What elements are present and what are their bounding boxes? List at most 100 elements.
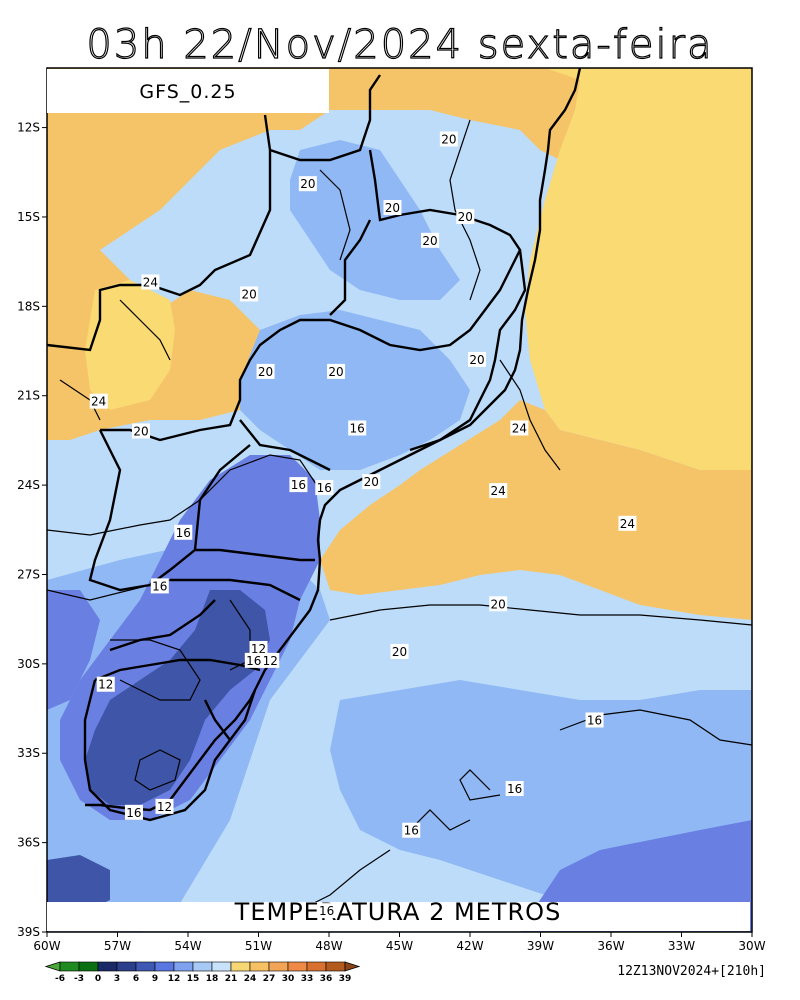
- contour-label: 24: [618, 515, 637, 531]
- contour-label: 16: [174, 524, 193, 540]
- contour-label: 24: [489, 483, 508, 499]
- colorbar-tick-label: 21: [225, 974, 238, 984]
- svg-text:20: 20: [458, 210, 473, 224]
- contour-label: 12: [155, 798, 174, 814]
- svg-text:20: 20: [469, 353, 484, 367]
- svg-text:24: 24: [491, 484, 506, 498]
- contour-label: 20: [439, 131, 458, 147]
- svg-text:12: 12: [263, 654, 278, 668]
- variable-title: TEMPERATURA 2 METROS: [234, 898, 562, 926]
- lat-tick-label: 15S: [17, 210, 40, 224]
- lon-tick-label: 57W: [104, 939, 131, 953]
- colorbar-tick-label: 33: [301, 974, 314, 984]
- lon-tick-label: 48W: [315, 939, 342, 953]
- svg-text:20: 20: [422, 234, 437, 248]
- colorbar-segment: [325, 961, 346, 972]
- svg-text:16: 16: [176, 526, 191, 540]
- lon-tick-label: 30W: [738, 939, 765, 953]
- svg-text:16: 16: [152, 579, 167, 593]
- colorbar-segment: [192, 961, 213, 972]
- colorbar-tick-label: 27: [263, 974, 276, 984]
- contour-label: 24: [89, 393, 108, 409]
- lon-tick-label: 33W: [668, 939, 695, 953]
- temperature-field: [47, 68, 752, 932]
- svg-text:20: 20: [441, 133, 456, 147]
- lon-tick-label: 51W: [245, 939, 272, 953]
- svg-text:20: 20: [258, 365, 273, 379]
- colorbar-tick-label: 39: [339, 974, 352, 984]
- contour-label: 20: [298, 176, 317, 192]
- lat-tick-label: 24S: [17, 478, 40, 492]
- colorbar-segment: [287, 961, 308, 972]
- svg-text:20: 20: [328, 365, 343, 379]
- colorbar-segment: [97, 961, 118, 972]
- svg-text:24: 24: [620, 517, 635, 531]
- colorbar-segment: [268, 961, 289, 972]
- lat-tick-label: 27S: [17, 567, 40, 581]
- lat-tick-label: 33S: [17, 746, 40, 760]
- colorbar-tick-label: 9: [152, 974, 158, 984]
- colorbar-tick-label: 24: [244, 974, 257, 984]
- model-label: GFS_0.25: [139, 81, 236, 103]
- colorbar-segment: [116, 961, 137, 972]
- lon-tick-label: 42W: [456, 939, 483, 953]
- contour-label: 20: [240, 286, 259, 302]
- contour-label: 16: [317, 903, 336, 919]
- lon-tick-label: 60W: [33, 939, 60, 953]
- colorbar-tick-label: 12: [168, 974, 181, 984]
- contour-label: 16: [348, 420, 367, 436]
- contour-label: 16: [289, 477, 308, 493]
- lat-tick-label: 21S: [17, 389, 40, 403]
- contour-label: 16: [244, 652, 263, 668]
- run-info: 12Z13NOV2024+[210h]: [617, 964, 766, 979]
- svg-text:16: 16: [507, 782, 522, 796]
- lat-tick-label: 12S: [17, 121, 40, 135]
- contour-label: 16: [150, 578, 169, 594]
- svg-text:16: 16: [317, 481, 332, 495]
- svg-text:24: 24: [91, 395, 106, 409]
- lat-tick-label: 36S: [17, 836, 40, 850]
- colorbar-tick-label: 18: [206, 974, 219, 984]
- lon-tick-label: 39W: [527, 939, 554, 953]
- svg-text:16: 16: [126, 806, 141, 820]
- svg-text:16: 16: [291, 478, 306, 492]
- lat-tick-label: 18S: [17, 299, 40, 313]
- contour-label: 20: [468, 351, 487, 367]
- colorbar-segment: [306, 961, 327, 972]
- svg-text:16: 16: [587, 713, 602, 727]
- borders: [47, 74, 527, 822]
- colorbar-tick-label: -3: [74, 974, 84, 984]
- colorbar-segment: [230, 961, 251, 972]
- contour-label: 16: [315, 480, 334, 496]
- contour-label: 16: [585, 712, 604, 728]
- svg-text:20: 20: [392, 645, 407, 659]
- svg-text:20: 20: [364, 475, 379, 489]
- colorbar-segment: [78, 961, 99, 972]
- colorbar-tick-label: -6: [55, 974, 65, 984]
- colorbar-segment: [211, 961, 232, 972]
- svg-text:20: 20: [491, 597, 506, 611]
- contour-label: 16: [124, 804, 143, 820]
- contour-label: 20: [327, 363, 346, 379]
- coastline: [85, 67, 582, 812]
- svg-text:16: 16: [350, 421, 365, 435]
- page-title: 03h 22/Nov/2024 sexta-feira: [86, 21, 714, 68]
- colorbar-tick-label: 0: [95, 974, 101, 984]
- colorbar-tick-label: 15: [187, 974, 200, 984]
- svg-text:24: 24: [512, 421, 527, 435]
- contour-label: 24: [510, 420, 529, 436]
- colorbar-segment: [154, 961, 175, 972]
- colorbar-segment: [173, 961, 194, 972]
- svg-text:16: 16: [404, 824, 419, 838]
- contour-label: 20: [421, 232, 440, 248]
- svg-text:20: 20: [133, 424, 148, 438]
- svg-text:12: 12: [251, 642, 266, 656]
- contour-label: 12: [261, 652, 280, 668]
- lat-tick-label: 30S: [17, 657, 40, 671]
- lon-tick-label: 36W: [597, 939, 624, 953]
- contour-label: 20: [256, 363, 275, 379]
- variable-title-box: [47, 902, 750, 931]
- longitude-ticks: 60W 57W 54W 51W 48W 45W 42W 39W 36W 33W 30W: [33, 932, 766, 953]
- svg-text:12: 12: [98, 678, 113, 692]
